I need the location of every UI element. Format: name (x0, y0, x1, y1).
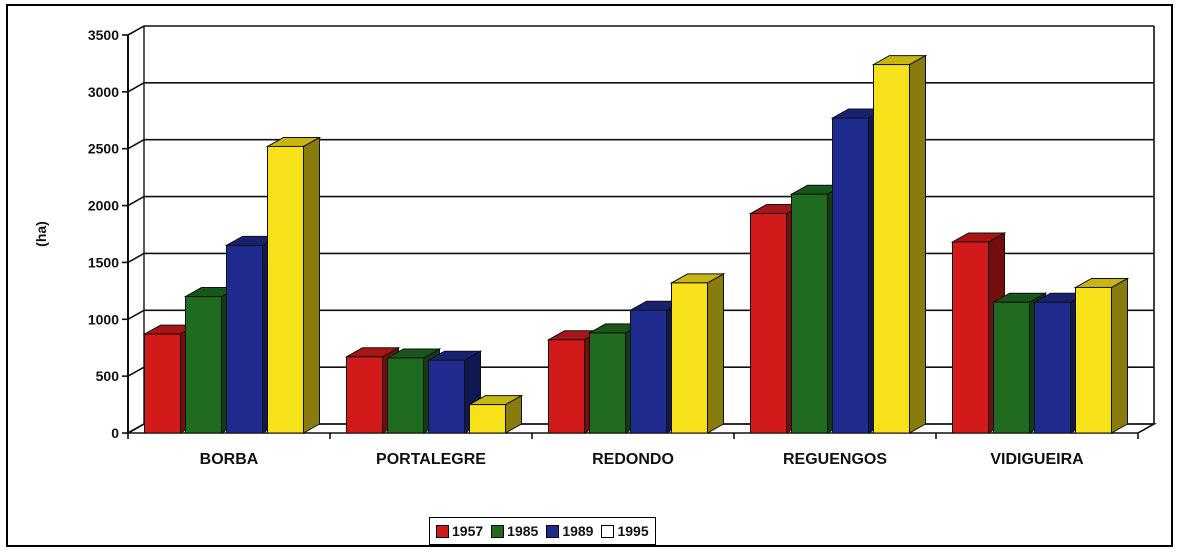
bar-borba-1985 (183, 286, 240, 434)
bar-front (873, 64, 910, 434)
bar-front (952, 241, 989, 434)
bar-vidigueira-1995 (1073, 277, 1130, 434)
bar-front (750, 213, 787, 434)
bar-front (267, 145, 304, 434)
gridline (127, 82, 1154, 93)
legend-item-1957: 1957 (436, 523, 483, 539)
bar-reguengos-1995 (871, 54, 928, 434)
bar-front (185, 296, 222, 434)
chart-frame: 0 500 1000 1500 2000 2500 3000 3500 (ha) BORBA POR… (6, 4, 1173, 547)
legend-swatch (601, 524, 615, 538)
bar-front (1075, 286, 1112, 434)
legend-item-1989: 1989 (546, 523, 593, 539)
bar-front (993, 301, 1030, 434)
bar-borba-1995 (265, 136, 322, 434)
legend-swatch (436, 524, 449, 538)
legend-swatch (491, 524, 505, 538)
bar-front (548, 339, 585, 434)
legend-label: 1957 (452, 523, 484, 539)
bar-front (144, 333, 181, 434)
bar-front (346, 356, 383, 434)
bar-front (671, 282, 708, 434)
y-tick-label: 2500 (88, 141, 119, 157)
y-tick-label: 3000 (88, 84, 119, 100)
bar-front (1034, 301, 1071, 434)
y-tick-label: 3500 (88, 27, 119, 43)
bar-front (387, 357, 424, 434)
x-tick-label: PORTALEGRE (376, 451, 486, 468)
bar-side (707, 273, 724, 434)
y-tick-label: 500 (96, 368, 120, 384)
bar-front (832, 117, 869, 434)
x-tick-label: BORBA (200, 451, 259, 468)
y-axis-label: (ha) (33, 221, 49, 247)
y-tick-label: 1500 (88, 254, 119, 270)
bar-portalegre-1995 (467, 394, 524, 434)
gridline (127, 25, 1154, 36)
legend-item-1995: 1995 (601, 523, 649, 539)
legend-label: 1989 (562, 523, 594, 539)
bar-portalegre-1989 (426, 350, 483, 434)
legend: 1957 1985 1989 1995 (429, 517, 656, 545)
bar-front (589, 332, 626, 434)
bar-front (226, 244, 263, 434)
legend-label: 1985 (507, 523, 539, 539)
x-tick-label: REGUENGOS (783, 451, 887, 468)
bar-chart: 0 500 1000 1500 2000 2500 3000 3500 (ha) BORBA POR… (33, 25, 1158, 468)
legend-item-1985: 1985 (491, 523, 538, 539)
x-tick-label: REDONDO (592, 451, 674, 468)
x-tick-label: VIDIGUEIRA (990, 451, 1084, 468)
y-tick-label: 2000 (88, 198, 119, 214)
bar-front (428, 359, 465, 434)
bar-redondo-1995 (669, 273, 726, 434)
bar-side (1111, 277, 1128, 434)
y-tick-label: 1000 (88, 311, 119, 327)
bar-front (791, 193, 828, 434)
y-tick-label: 0 (111, 425, 119, 441)
bar-side (303, 136, 320, 434)
bar-front (630, 309, 667, 434)
bar-front (469, 404, 506, 434)
legend-swatch (546, 524, 560, 538)
bar-side (909, 54, 926, 434)
legend-label: 1995 (617, 523, 649, 539)
